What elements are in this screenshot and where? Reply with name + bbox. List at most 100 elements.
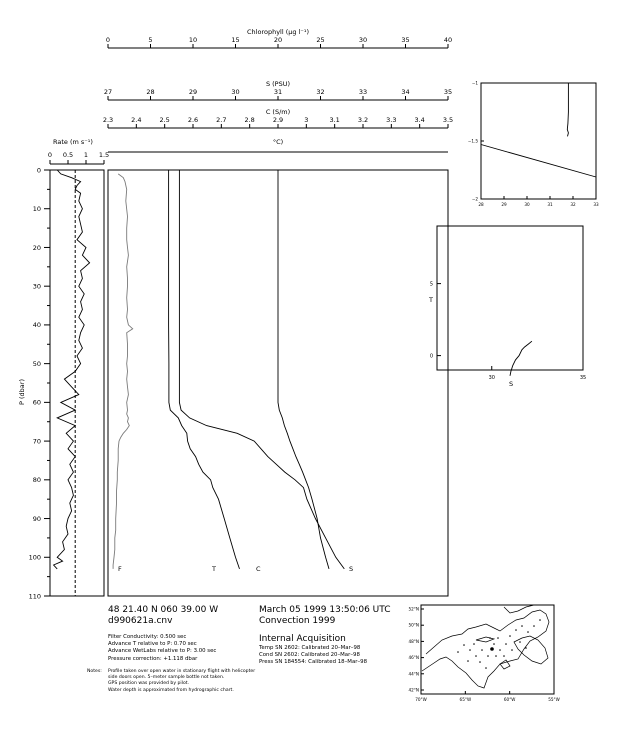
trace-c [168,170,240,570]
pressure-tick-label: 30 [33,282,41,290]
ts-x-tick-label: 30 [489,375,495,381]
map-station-dot [505,643,507,645]
map-station-dot [539,619,541,621]
pressure-tick-label: 80 [33,476,41,484]
s-axis-tick-label: 35 [444,88,452,96]
map-station-dot [493,643,495,645]
map-lat-label: 44°N [408,671,419,676]
station-position: 48 21.40 N 060 39.00 W [108,605,219,615]
trace-f [112,173,134,569]
rate-trace-group [52,169,91,596]
c-axis-tick-label: 3.2 [358,116,368,124]
ts-xlabel: S [509,380,513,388]
setting-line: Pressure correction: +1.118 dbar [108,655,198,662]
chl-axis-tick-label: 20 [274,36,282,44]
pressure-axis-label: P (dbar) [18,379,26,405]
label-C: C [256,565,261,573]
s-axis-tick-label: 34 [401,88,409,96]
map-frame [420,604,555,695]
profile-traces [112,170,345,570]
inset-freezing-line [480,144,597,178]
map-station-dot [489,637,491,639]
c-axis-tick-label: 2.5 [159,116,169,124]
map-lon-label: 65°W [460,697,472,702]
notes-block: Profile taken over open water in station… [108,669,255,694]
pressure-tick-label: 0 [37,166,41,174]
pressure-tick-label: 50 [33,360,41,368]
rate-trace [52,169,91,570]
inset-y-tick-label: −1.5 [468,139,479,144]
c-axis-tick-label: 3 [304,116,308,124]
map-lon-label: 55°W [548,697,560,702]
map-lon-label: 70°W [415,697,427,702]
station-datetime: March 05 1999 13:50:06 UTC [259,605,391,615]
setting-line: Advance T relative to P: 0.70 sec [108,641,197,648]
map-station-dot [519,641,521,643]
map-station-dot [487,655,489,657]
chl-axis-tick-label: 0 [106,36,110,44]
c-axis-tick-label: 2.3 [103,116,113,124]
pressure-tick-label: 40 [33,321,41,329]
map-station-dot [495,655,497,657]
pressure-tick-label: 10 [33,205,41,213]
rate-top-axis: 0 0.5 1 1.5 [48,151,109,165]
map-station-dot [527,631,529,633]
ts-ylabel: T [428,296,433,304]
rate-tick-label: 0 [48,151,52,159]
note-line: Water depth is approximated from hydrogr… [108,687,234,693]
station-cruise: Convection 1999 [259,616,336,626]
map-station-dot [525,647,527,649]
inset-content: 28 29 30 31 32 33 −1 −1.5 −2 [468,81,599,208]
location-map: 52°N 50°N 48°N 46°N 44°N 42°N 70°W 65°W 60°W 55°W [408,604,560,702]
map-island-cape-breton [499,659,511,670]
s-axis-tick-label: 30 [231,88,239,96]
top-axes: 0 5 10 15 20 25 30 35 40 Chlorophyll (μg l⁻¹) 27 28… [103,28,453,153]
s-axis-tick-label: 29 [189,88,197,96]
map-station-dot [533,625,535,627]
setting-line: Advance WetLabs relative to P: 3.00 sec [108,648,217,655]
inset-x-tick-label: 32 [570,202,576,207]
map-station-dot [515,629,517,631]
rate-tick-label: 1 [84,151,88,159]
map-lat-label: 46°N [408,655,419,660]
note-line: GPS position was provided by pilot. [108,681,190,687]
acquisition-line: Temp SN 2602: Calibrated 20–Mar–98 [259,645,361,651]
chl-axis-tick-label: 30 [359,36,367,44]
map-station-dot [509,635,511,637]
map-station-dot [503,655,505,657]
inset-y-tick-label: −2 [472,197,479,202]
inset-x-tick-label: 31 [547,202,553,207]
trace-t [178,170,345,570]
c-axis-tick-label: 3.1 [329,116,339,124]
station-time-info: March 05 1999 13:50:06 UTC Convection 19… [259,605,391,627]
c-axis-title: C (S/m) [266,108,290,116]
pressure-tick-label: 90 [33,515,41,523]
map-station-dot [475,655,477,657]
inset-x-tick-label: 29 [501,202,507,207]
map-station-dot [469,649,471,651]
map-lat-label: 50°N [408,623,419,628]
pressure-tick-label: 110 [29,592,41,600]
station-info: 48 21.40 N 060 39.00 W d990621a.cnv [108,605,218,627]
notes-label: Notes: [87,669,102,674]
label-T: T [211,565,216,573]
map-coastline [421,609,550,689]
chl-axis-title: Chlorophyll (μg l⁻¹) [247,28,309,36]
s-axis-tick-label: 33 [359,88,367,96]
rate-panel: Rate (m s⁻¹) 0 0.5 1 1.5 [48,138,109,597]
inset-y-tick-label: −1 [472,81,479,86]
map-stations [457,619,541,669]
pressure-tick-label: 70 [33,437,41,445]
ts-content: 30 35 0 5 [430,282,586,381]
map-station-dot [479,661,481,663]
trace-s [277,170,330,570]
map-station-dot [481,649,483,651]
label-F: F [118,565,122,573]
c-axis-tick-label: 2.8 [244,116,254,124]
s-axis-tick-label: 32 [316,88,324,96]
acquisition-info: Internal Acquisition Temp SN 2602: Calib… [259,634,367,667]
ts-y-tick-label: 5 [430,282,433,288]
map-lat-label: 42°N [408,688,419,693]
chl-axis-tick-label: 10 [189,36,197,44]
